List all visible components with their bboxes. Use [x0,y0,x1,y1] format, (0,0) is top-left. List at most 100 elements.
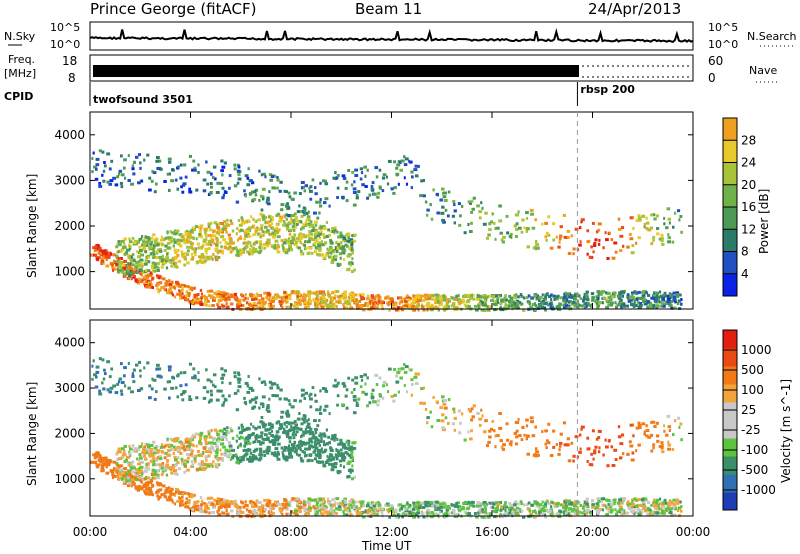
power-cell [254,230,258,233]
velocity-cell [328,462,332,466]
power-cell [501,240,505,244]
velocity-cell [239,455,243,459]
power-cell [555,305,560,309]
power-cell [318,200,322,204]
power-cell [246,183,251,187]
power-cell [442,195,447,199]
velocity-cell [202,452,205,456]
power-cell [184,175,188,179]
power-cell [306,234,310,238]
velocity-cell [646,506,650,510]
power-cell [256,294,261,297]
velocity-cell [330,468,335,472]
power-cell [452,302,456,306]
velocity-cell [224,433,228,437]
noise-left-tick-top: 10^5 [50,21,80,34]
velocity-cell [353,475,356,479]
velocity-cell [185,505,189,509]
power-cell [140,253,144,257]
noise-trace [89,28,694,44]
power-cell [239,228,244,232]
power-cell [320,305,325,309]
power-cell [478,296,482,300]
power-cell [97,256,101,260]
velocity-cell [654,507,657,511]
velocity-cell [406,501,409,505]
power-cell [604,231,607,235]
power-cell [318,291,323,295]
velocity-cell [517,508,522,512]
velocity-cell [659,497,662,501]
power-cell [531,226,536,230]
power-cell [520,230,524,234]
power-cell [221,294,226,298]
velocity-cell [297,446,302,450]
velocity-cell [253,440,257,444]
power-cell [458,223,462,227]
power-cell [286,202,289,206]
power-cell [580,220,583,224]
power-cell [136,250,139,254]
velocity-cell [149,450,153,453]
velocity-cell [221,456,224,460]
velocity-cell [294,423,298,427]
power-cell [227,297,231,301]
power-cell [582,298,585,302]
velocity-cell [232,454,236,458]
velocity-cell [251,505,255,509]
power-cell [270,232,273,236]
power-cell [452,200,456,204]
power-cell [520,295,524,298]
velocity-cell [398,503,403,507]
power-cell [506,306,510,310]
power-cell [403,163,408,167]
power-cell [332,303,335,307]
velocity-cell [461,505,465,509]
power-cell [176,253,180,257]
velocity-cell [481,508,484,512]
power-cell [262,172,266,176]
power-cell [372,297,377,301]
power-cell [538,296,543,300]
velocity-cell [193,500,198,504]
velocity-cell [513,509,517,513]
power-cell [303,189,306,193]
power-cell [149,236,154,240]
power-cell [165,280,169,284]
velocity-cell [452,509,456,513]
power-cell [610,238,614,241]
power-cell [339,256,342,260]
velocity-cell [184,447,189,451]
power-cell [274,231,279,235]
power-cell [152,243,157,247]
velocity-cell [388,515,391,519]
velocity-cell [471,500,475,504]
velocity-cell [152,451,157,455]
power-cell [126,265,129,269]
velocity-cell [202,446,207,450]
power-cell [574,227,579,231]
velocity-cell [664,501,668,505]
power-cell [562,299,567,303]
power-cell [104,164,107,168]
velocity-cell [284,502,288,506]
power-cell [305,246,308,250]
power-cell [178,289,181,293]
power-cell [343,237,347,241]
velocity-cell [350,502,354,506]
power-cell [632,298,636,301]
power-cell [540,301,545,305]
velocity-cell [387,503,390,507]
power-cell [292,228,296,232]
velocity-cell [617,503,622,507]
power-cell [217,256,221,259]
velocity-cell [141,442,144,446]
power-cell [158,255,163,259]
velocity-cell [214,462,219,466]
velocity-cell [319,505,324,509]
power-cell [245,296,248,300]
velocity-cell [263,438,267,441]
velocity-cell [224,448,228,452]
power-cell [177,284,182,288]
power-cell [346,245,349,248]
